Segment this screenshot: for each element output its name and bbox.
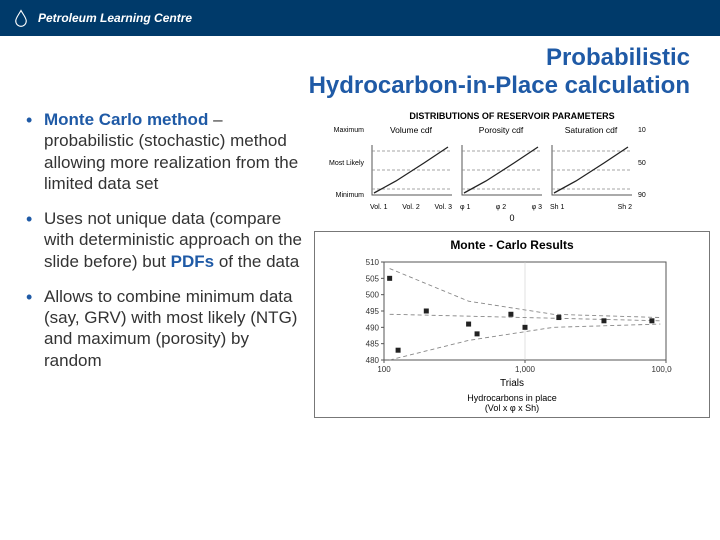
svg-text:510: 510 [366,258,380,267]
svg-text:500: 500 [366,291,380,300]
distributions-row: MaximumMost LikelyMinimumVolume cdfVol. … [318,125,706,211]
mc-caption: Hydrocarbons in place (Vol x φ x Sh) [325,393,699,413]
cdf-panel: Porosity cdfφ 1φ 2φ 3 [456,125,546,211]
svg-text:100,000: 100,000 [652,365,672,374]
svg-text:100: 100 [377,365,391,374]
zero-label: 0 [318,213,706,223]
monte-carlo-panel: Monte - Carlo Results 510 505 500 495 490 485… [314,231,710,418]
cdf-panel: Volume cdfVol. 1Vol. 2Vol. 3 [366,125,456,211]
cdf-panel: Saturation cdfSh 1Sh 2 [546,125,636,211]
drop-icon [12,9,30,27]
brand-logo: Petroleum Learning Centre [12,9,192,27]
mc-title: Monte - Carlo Results [325,238,699,252]
distributions-heading: DISTRIBUTIONS OF RESERVOIR PARAMETERS [318,111,706,121]
svg-text:505: 505 [366,275,380,284]
bullet-item: Monte Carlo method – probabilistic (stoc… [26,109,306,194]
dist-ylabels: MaximumMost LikelyMinimum [318,125,366,211]
figures-column: DISTRIBUTIONS OF RESERVOIR PARAMETERS Ma… [314,109,710,418]
title-line-2: Hydrocarbon-in-Place calculation [309,72,690,99]
svg-text:485: 485 [366,340,380,349]
mc-xlabel: Trials [325,378,699,389]
brand-text: Petroleum Learning Centre [38,11,192,25]
svg-text:490: 490 [366,324,380,333]
mc-plot: 510 505 500 495 490 485 480100 1,000 100,000 [352,256,672,376]
bullet-list: Monte Carlo method – probabilistic (stoc… [26,109,306,418]
svg-text:495: 495 [366,307,380,316]
content-area: Monte Carlo method – probabilistic (stoc… [0,105,720,418]
distributions-panel: DISTRIBUTIONS OF RESERVOIR PARAMETERS Ma… [314,109,710,225]
svg-text:1,000: 1,000 [515,365,536,374]
title-line-1: Probabilistic [546,44,690,71]
bullet-item: Allows to combine minimum data (say, GRV… [26,286,306,371]
bullet-item: Uses not unique data (compare with deter… [26,208,306,272]
dist-right-pct: 105090 [636,125,656,211]
slide-title: Probabilistic Hydrocarbon-in-Place calcu… [0,36,720,105]
header-bar: Petroleum Learning Centre [0,0,720,36]
svg-text:480: 480 [366,356,380,365]
